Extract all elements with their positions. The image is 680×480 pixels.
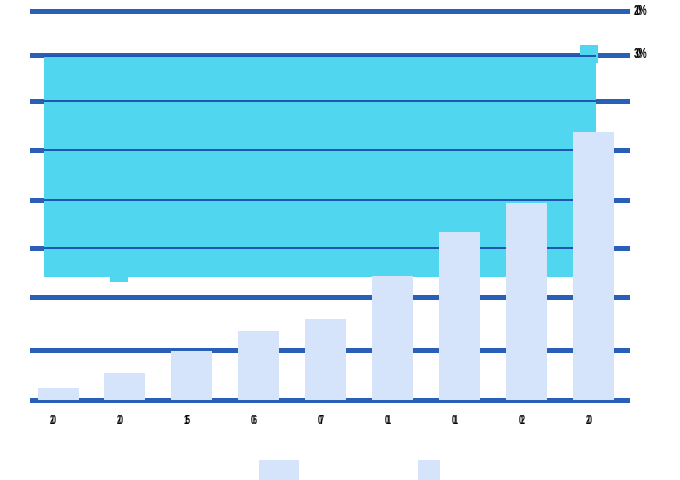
area-dip-bump bbox=[110, 277, 128, 282]
area-peak-bump bbox=[580, 45, 598, 63]
x-tick-label-0: 20 bbox=[50, 412, 56, 427]
x-tick-label-5: 01 bbox=[385, 412, 391, 427]
y-tick-label-0: 20% bbox=[634, 2, 647, 19]
x-tick-label-2: 15 bbox=[184, 412, 190, 427]
x-tick-label-7: 02 bbox=[519, 412, 525, 427]
bar-6[interactable] bbox=[439, 232, 480, 400]
gridline-6 bbox=[30, 295, 630, 300]
gridline-overlay-3 bbox=[44, 149, 596, 151]
bar-4[interactable] bbox=[305, 319, 346, 400]
chart-legend bbox=[0, 460, 680, 480]
x-tick-label-8: 20 bbox=[586, 412, 592, 427]
gridline-overlay-4 bbox=[44, 199, 596, 201]
legend-swatch-1[interactable] bbox=[418, 460, 440, 480]
bar-5[interactable] bbox=[372, 276, 413, 400]
bar-2[interactable] bbox=[171, 351, 212, 400]
gridline-overlay-1 bbox=[44, 55, 596, 57]
y-tick-label-1: 30% bbox=[634, 45, 647, 62]
x-tick-label-1: 20 bbox=[117, 412, 123, 427]
x-tick-label-6: 01 bbox=[452, 412, 458, 427]
gridline-overlay-2 bbox=[44, 100, 596, 102]
gridline-8 bbox=[30, 398, 630, 403]
legend-swatch-0[interactable] bbox=[259, 460, 299, 480]
bar-1[interactable] bbox=[104, 373, 145, 400]
gridline-0 bbox=[30, 9, 630, 14]
area-body bbox=[44, 55, 596, 277]
x-tick-label-4: 07 bbox=[318, 412, 324, 427]
area-left-step bbox=[44, 263, 58, 277]
bar-8[interactable] bbox=[573, 132, 614, 400]
bar-0[interactable] bbox=[38, 388, 79, 400]
gridline-overlay-5 bbox=[44, 247, 596, 249]
x-tick-label-3: 06 bbox=[251, 412, 257, 427]
bar-7[interactable] bbox=[506, 203, 547, 400]
bar-3[interactable] bbox=[238, 331, 279, 400]
